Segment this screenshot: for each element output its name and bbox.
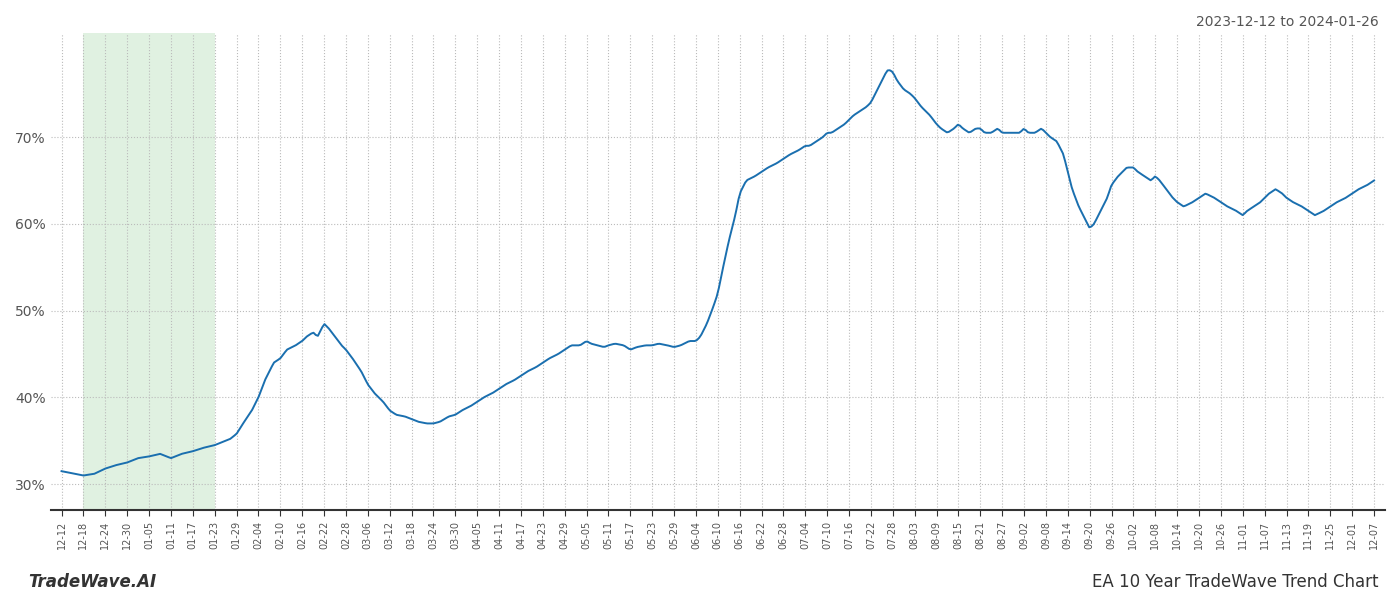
Bar <box>84 33 214 510</box>
Text: 2023-12-12 to 2024-01-26: 2023-12-12 to 2024-01-26 <box>1196 15 1379 29</box>
Text: TradeWave.AI: TradeWave.AI <box>28 573 157 591</box>
Text: EA 10 Year TradeWave Trend Chart: EA 10 Year TradeWave Trend Chart <box>1092 573 1379 591</box>
